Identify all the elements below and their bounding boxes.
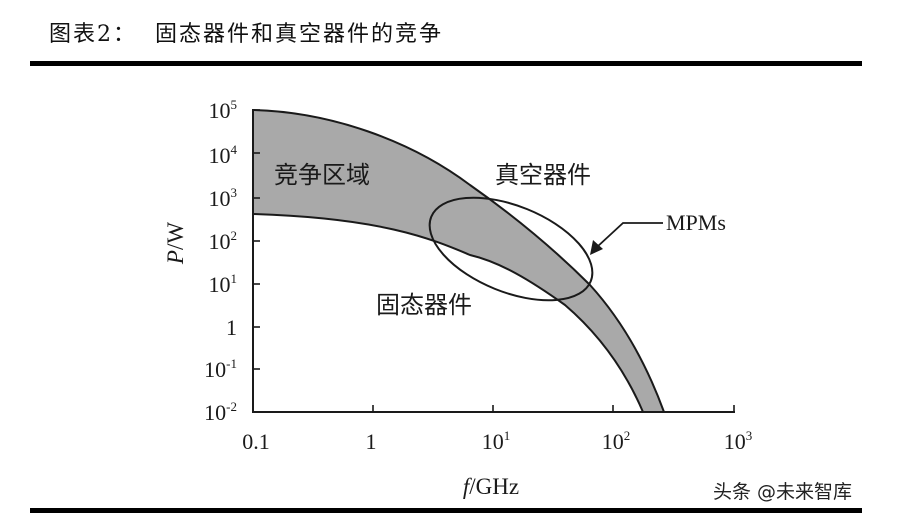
mpms-arrow-line [596, 222, 663, 248]
y-tick-label: 101 [209, 271, 238, 297]
vacuum-devices-label: 真空器件 [495, 161, 591, 189]
mpms-arrow-head [590, 240, 603, 255]
x-ticks [372, 405, 735, 412]
x-tick-label: 102 [602, 428, 631, 454]
y-tick-label: 10-2 [204, 399, 237, 425]
y-tick-label: 10-1 [204, 356, 237, 382]
vacuum-boundary-line [252, 109, 665, 413]
x-tick-label: 103 [724, 428, 753, 454]
y-tick-label: 105 [209, 97, 238, 123]
solid-state-devices-label: 固态器件 [376, 291, 472, 319]
bottom-rule [30, 508, 862, 513]
top-rule [30, 61, 862, 66]
x-axis-title: f/GHz [463, 474, 519, 499]
y-ticks [253, 109, 260, 370]
competition-band [253, 110, 664, 412]
competition-region-label: 竞争区域 [274, 161, 370, 189]
mpms-label: MPMs [666, 210, 726, 235]
mpms-ellipse [428, 196, 594, 302]
y-tick-label: 103 [209, 185, 238, 211]
solid-state-boundary-line [252, 213, 644, 413]
y-tick-label: 1 [226, 315, 237, 340]
figure-title: 图表2： 固态器件和真空器件的竞争 [49, 22, 443, 47]
watermark: 头条 @未来智库 [713, 481, 853, 503]
y-tick-label: 102 [209, 228, 238, 254]
y-axis-title: P/W [163, 222, 188, 265]
x-tick-label: 101 [482, 428, 511, 454]
x-tick-label: 1 [366, 429, 377, 454]
y-tick-label: 104 [209, 142, 238, 168]
x-tick-label: 0.1 [242, 429, 270, 454]
